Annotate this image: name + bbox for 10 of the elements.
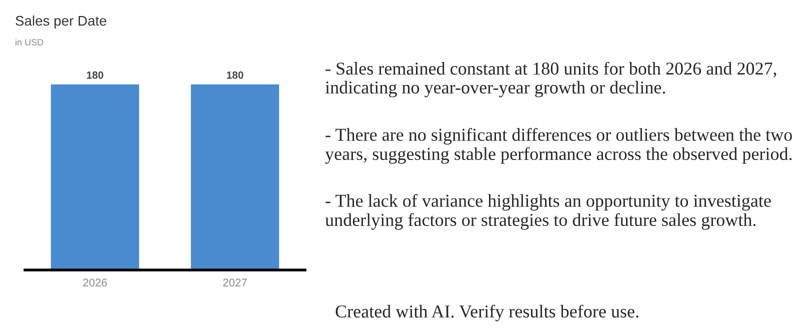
text: - There are no significant differences or outliers between the two years, suggesting stable performance across the observed period. (325, 128, 792, 164)
text: - The lack of variance highlights an opportunity to investigate underlying factors or strategies to drive future sales growth. (325, 194, 771, 230)
text: - Sales remained constant at 180 units for both 2026 and 2027, indicating no year-over-year growth or decline. (325, 62, 776, 98)
chart-subtitle: in USD (16, 38, 44, 46)
text: Created with AI. Verify results before use. (336, 304, 638, 322)
data-label: 180 (226, 71, 244, 79)
x-tick-label: 2027 (223, 278, 247, 286)
chart-title: Sales per Date (16, 16, 106, 28)
x-tick-label: 2026 (83, 278, 107, 286)
data-label: 180 (86, 71, 104, 79)
